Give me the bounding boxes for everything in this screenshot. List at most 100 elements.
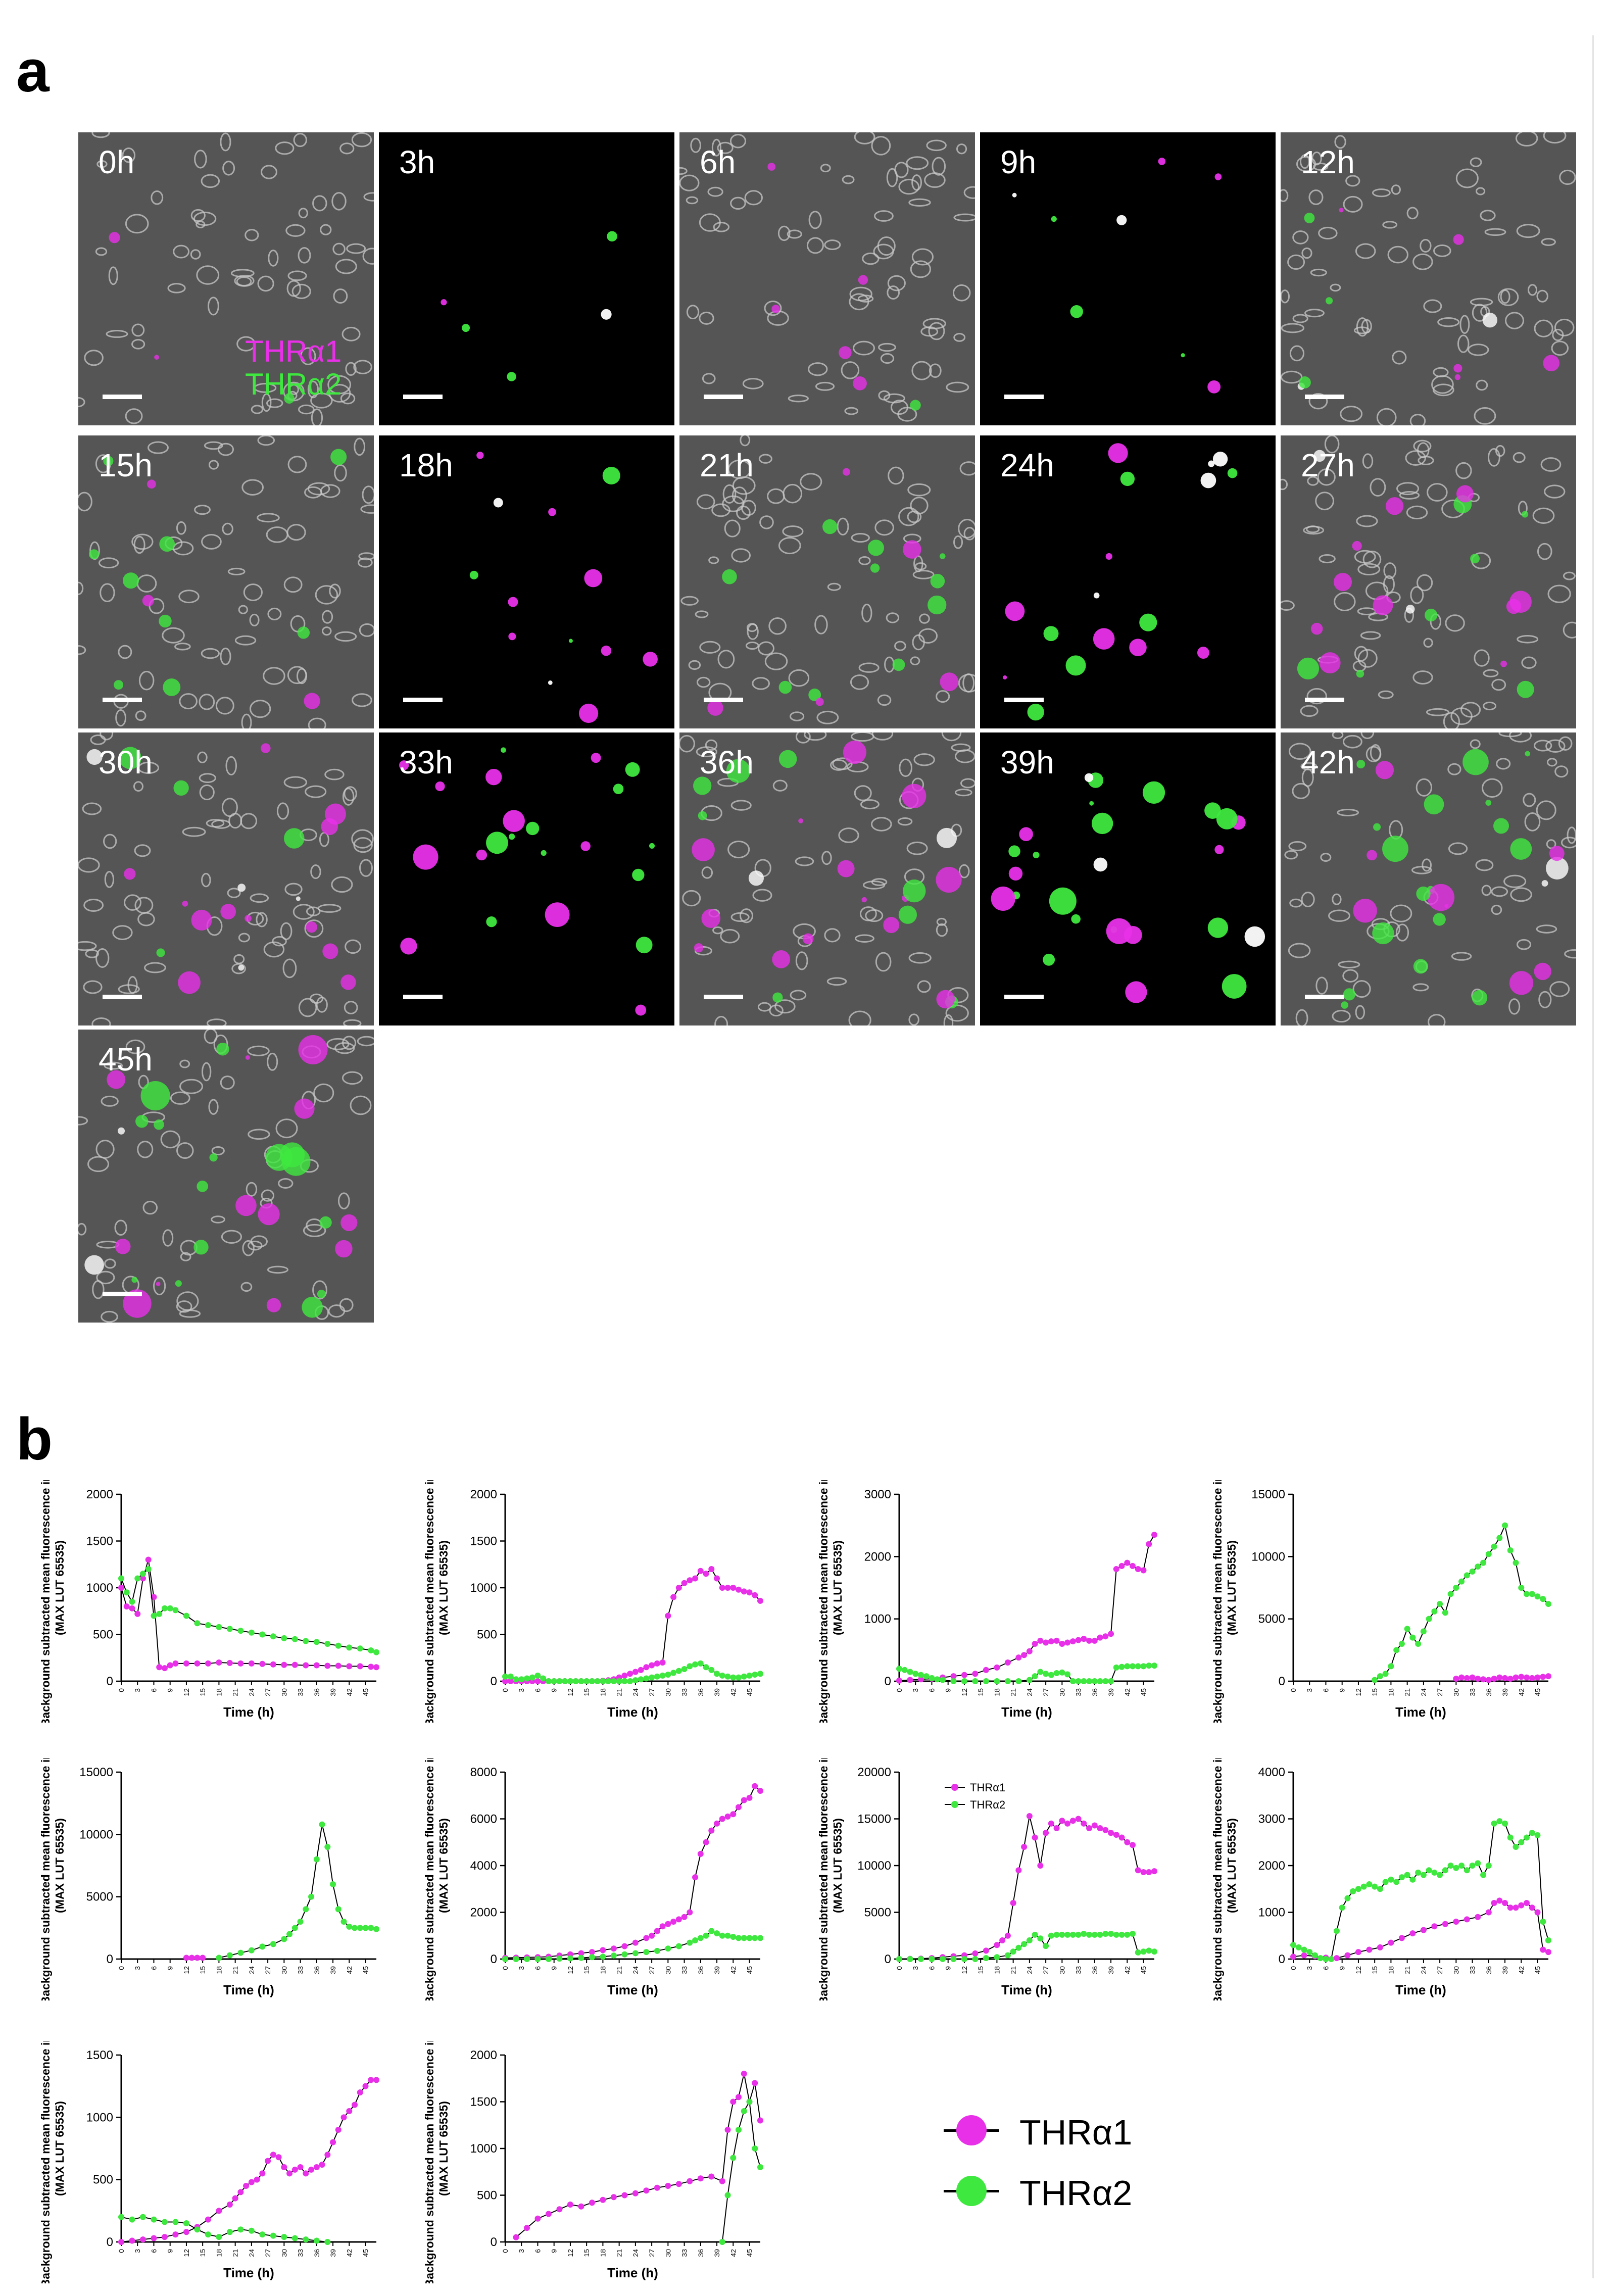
x-tick-label: 0 [501, 1966, 509, 1970]
tile-image [78, 132, 374, 425]
data-point-thra1 [1026, 1648, 1033, 1654]
data-point-thra2 [1091, 1678, 1098, 1684]
data-point-thra2 [643, 1949, 650, 1956]
x-tick-label: 9 [166, 2249, 174, 2253]
data-point-thra1 [1431, 1923, 1438, 1930]
data-point-thra2 [1048, 1672, 1054, 1678]
legend-marker-thra1 [956, 2115, 987, 2145]
data-point-thra2 [1026, 1677, 1033, 1683]
data-point-thra1 [687, 1577, 693, 1584]
data-point-thra2 [578, 1955, 584, 1961]
data-point-thra2 [1311, 1952, 1318, 1959]
data-point-thra1 [994, 1664, 1000, 1671]
x-tick-label: 6 [533, 1966, 542, 1970]
data-point-thra2 [118, 2214, 124, 2220]
data-point-thra2 [139, 2214, 146, 2220]
timepoint-label: 6h [700, 144, 736, 180]
data-point-thra2 [1475, 1860, 1481, 1867]
y-tick-label: 1000 [864, 1613, 891, 1626]
data-point-thra2 [259, 1631, 266, 1638]
data-point-thra2 [627, 1678, 633, 1684]
data-point-thra1 [265, 2158, 271, 2164]
data-point-thra2 [917, 1672, 924, 1678]
x-tick-label: 45 [746, 1688, 754, 1696]
data-point-thra1 [752, 1783, 758, 1789]
data-point-thra2 [545, 1956, 552, 1962]
data-point-thra2 [1442, 1867, 1448, 1874]
x-tick-label: 39 [329, 1966, 337, 1974]
data-point-thra1 [994, 1942, 1000, 1948]
data-point-thra1 [1064, 1639, 1071, 1646]
x-tick-label: 39 [1501, 1966, 1509, 1974]
data-point-thra1 [308, 2166, 315, 2173]
x-tick-label: 21 [615, 2249, 623, 2257]
data-point-thra2 [649, 1674, 655, 1681]
x-tick-label: 39 [713, 1688, 721, 1696]
data-point-thra1 [172, 2231, 179, 2238]
data-point-thra1 [1021, 1652, 1028, 1658]
data-point-thra1 [917, 1676, 924, 1683]
data-point-thra2 [896, 1666, 902, 1672]
timepoint-label: 0h [99, 144, 135, 180]
timepoint-label: 33h [399, 744, 453, 780]
data-point-thra2 [523, 1675, 530, 1682]
data-point-thra2 [1513, 1559, 1519, 1566]
data-point-thra1 [675, 1585, 682, 1591]
data-point-thra2 [373, 1649, 379, 1655]
data-point-thra1 [216, 1659, 222, 1666]
data-point-thra1 [589, 1949, 595, 1956]
data-point-thra2 [594, 1678, 601, 1684]
x-tick-label: 21 [1403, 1688, 1411, 1696]
x-tick-label: 30 [280, 2249, 288, 2257]
y-axis-label-line: Background subtracted mean fluorescence … [1211, 1480, 1224, 1723]
data-point-thra1 [183, 1955, 189, 1961]
data-point-thra1 [145, 1556, 152, 1563]
data-point-thra1 [741, 1797, 747, 1803]
data-point-thra2 [1366, 1881, 1373, 1887]
y-axis-label: Background subtracted mean fluorescence … [817, 1480, 844, 1723]
data-point-thra1 [692, 1575, 699, 1582]
x-tick-label: 39 [1107, 1966, 1115, 1974]
data-point-thra1 [357, 1663, 363, 1670]
x-axis-label: Time (h) [607, 1982, 658, 1997]
data-point-thra1 [346, 2108, 353, 2114]
data-point-thra2 [632, 1677, 639, 1684]
y-axis-label-line: (MAX LUT 65535) [53, 2101, 66, 2196]
data-point-thra1 [1118, 1562, 1125, 1569]
microscopy-tile: 39h [980, 732, 1276, 1025]
data-point-thra1 [621, 1943, 628, 1949]
data-point-thra1 [1420, 1927, 1427, 1933]
y-tick-label: 0 [491, 1952, 497, 1966]
data-point-thra2 [1415, 1869, 1422, 1876]
data-point-thra2 [518, 1676, 525, 1683]
y-axis-label: Background subtracted mean fluorescence … [39, 2041, 66, 2283]
x-tick-label: 27 [1436, 1966, 1444, 1974]
data-point-thra2 [687, 1939, 693, 1946]
data-point-thra1 [1059, 1818, 1065, 1824]
scale-bar [403, 995, 443, 999]
data-point-thra2 [1124, 1931, 1131, 1938]
y-tick-label: 1000 [86, 1581, 113, 1595]
x-tick-label: 33 [297, 1966, 305, 1974]
data-point-thra2 [1140, 1663, 1147, 1670]
data-point-thra2 [216, 1624, 222, 1630]
data-point-thra1 [719, 1816, 725, 1822]
y-tick-label: 2000 [470, 2048, 497, 2062]
x-tick-label: 30 [280, 1966, 288, 1974]
data-point-thra2 [1458, 1578, 1465, 1585]
channel-label-thra2: THRα2 [245, 367, 342, 401]
x-tick-label: 15 [1371, 1966, 1379, 1974]
data-point-thra2 [1350, 1888, 1356, 1894]
data-point-thra2 [697, 1660, 704, 1667]
data-point-thra1 [205, 2216, 211, 2223]
data-point-thra2 [1081, 1678, 1087, 1684]
data-point-thra1 [1524, 1674, 1530, 1681]
x-tick-label: 18 [599, 2249, 607, 2257]
x-tick-label: 24 [631, 1688, 640, 1696]
data-point-thra1 [1048, 1638, 1054, 1645]
y-axis-label-line: (MAX LUT 65535) [437, 1818, 450, 1913]
data-point-thra1 [746, 1589, 753, 1596]
x-tick-label: 33 [1469, 1688, 1477, 1696]
